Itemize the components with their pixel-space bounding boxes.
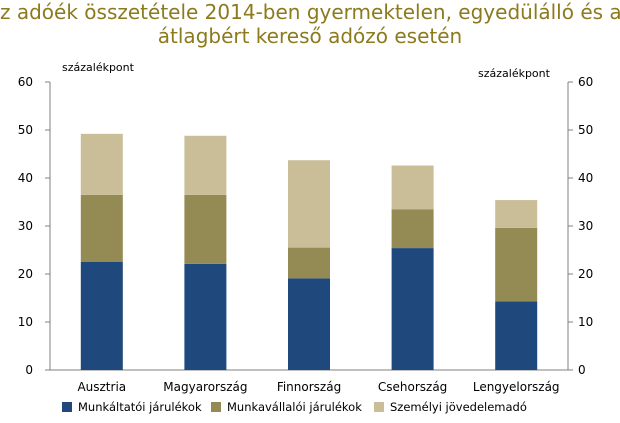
x-tick-label: Lengyelország xyxy=(473,380,560,394)
y-tick-label-right: 10 xyxy=(578,315,593,329)
chart-title-line-1: z adóék összetétele 2014-ben gyermektele… xyxy=(0,0,620,24)
bar-segment-1-5 xyxy=(495,301,538,370)
bar-segment-3-1 xyxy=(80,133,123,195)
chart-title: z adóék összetétele 2014-ben gyermektele… xyxy=(0,0,620,48)
x-tick-label: Csehország xyxy=(378,380,447,394)
bar-segment-2-4 xyxy=(391,209,434,249)
y-tick-label-right: 30 xyxy=(578,219,593,233)
legend: Munkáltatói járulékok Munkavállalói járu… xyxy=(0,400,620,420)
y-axis-unit-right: százalékpont xyxy=(478,67,550,80)
y-tick-label-left: 50 xyxy=(18,123,33,137)
bar-segment-1-1 xyxy=(80,262,123,370)
bar-segment-1-3 xyxy=(288,278,330,370)
y-tick-label-left: 10 xyxy=(18,315,33,329)
bar-segment-3-5 xyxy=(495,200,538,228)
y-tick-label-right: 20 xyxy=(578,267,593,281)
legend-swatch-income-tax xyxy=(374,402,384,412)
y-tick-label-right: 50 xyxy=(578,123,593,137)
y-tick-label-right: 0 xyxy=(578,363,586,377)
bar-segment-2-1 xyxy=(80,194,123,262)
legend-item-employer: Munkáltatói járulékok xyxy=(62,400,202,414)
y-tick-label-left: 40 xyxy=(18,171,33,185)
bar-segment-3-4 xyxy=(391,165,434,210)
bar-segment-1-4 xyxy=(391,248,434,370)
y-axis-unit-left: százalékpont xyxy=(62,61,134,74)
y-tick-label-left: 60 xyxy=(18,75,33,89)
legend-label-income-tax: Személyi jövedelemadó xyxy=(390,400,527,414)
chart-title-line-2: átlagbért kereső adózó esetén xyxy=(157,24,463,48)
y-tick-label-left: 20 xyxy=(18,267,33,281)
x-tick-label: Finnország xyxy=(277,380,341,394)
bar-segment-3-3 xyxy=(288,160,330,248)
y-tick-label-left: 0 xyxy=(25,363,33,377)
legend-swatch-employee xyxy=(211,402,221,412)
bar-segment-3-2 xyxy=(184,135,227,195)
x-tick-label: Ausztria xyxy=(77,380,126,394)
legend-item-income-tax: Személyi jövedelemadó xyxy=(374,400,527,414)
legend-swatch-employer xyxy=(62,402,72,412)
bar-segment-2-5 xyxy=(495,227,538,302)
bar-segment-1-2 xyxy=(184,263,227,370)
legend-label-employee: Munkavállalói járulékok xyxy=(227,400,362,414)
y-tick-label-right: 40 xyxy=(578,171,593,185)
bar-segment-2-3 xyxy=(288,247,330,279)
legend-label-employer: Munkáltatói járulékok xyxy=(78,400,202,414)
y-tick-label-left: 30 xyxy=(18,219,33,233)
legend-item-employee: Munkavállalói járulékok xyxy=(211,400,362,414)
x-tick-label: Magyarország xyxy=(163,380,247,394)
y-tick-label-right: 60 xyxy=(578,75,593,89)
bar-segment-2-2 xyxy=(184,194,227,264)
